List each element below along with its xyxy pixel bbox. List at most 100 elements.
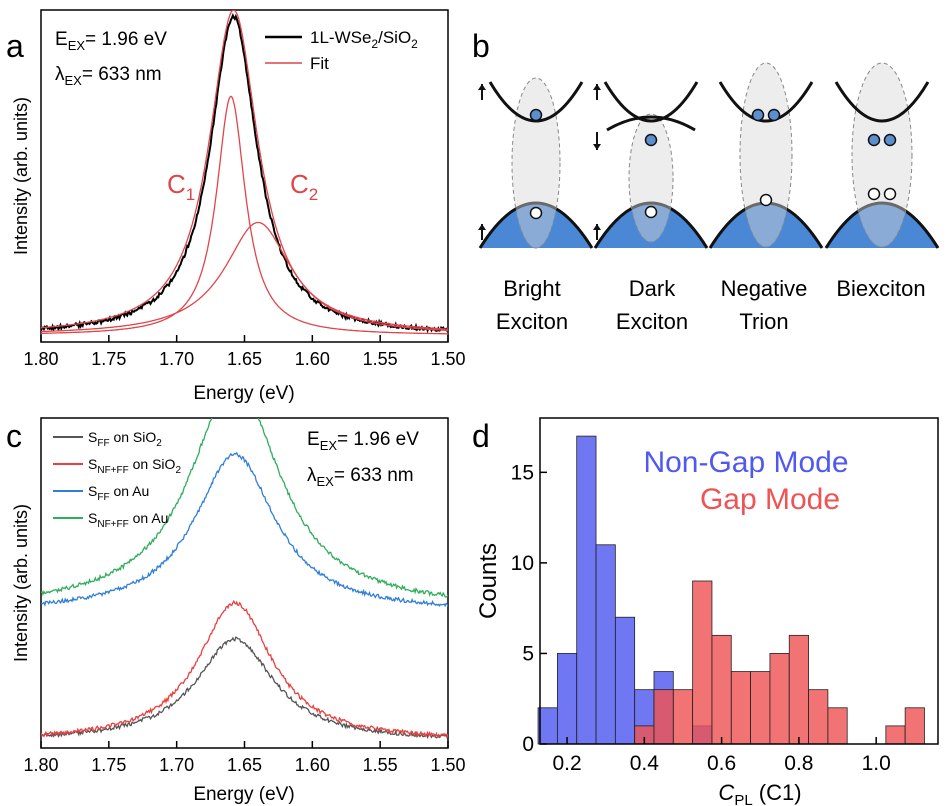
conduction-band: [603, 81, 699, 123]
valence-band-edge: [478, 201, 594, 249]
panel-label-a: a: [6, 28, 24, 64]
hole: [644, 205, 658, 219]
label-biexciton-line1: Biexciton: [836, 276, 925, 301]
label-bright-line1: Bright: [503, 276, 560, 301]
histogram-bar-gap: [672, 689, 694, 745]
electron: [867, 133, 881, 147]
label-trion-line1: Negative: [721, 276, 808, 301]
peak-label-c1: C1: [167, 169, 195, 204]
legend-non-gap-mode: Non-Gap Mode: [643, 446, 848, 479]
panel-a-legend: 1L-WSe2/SiO2 Fit: [265, 28, 418, 73]
legend-label: SFF on SiO2: [88, 429, 162, 449]
histogram-bar-gap: [730, 671, 751, 745]
electron: [883, 133, 897, 147]
x-tick-label: 1.60: [295, 755, 330, 775]
panel-b-schematic: [478, 62, 940, 249]
split-conduction-band: [606, 115, 696, 132]
histogram-bar-gap: [788, 634, 809, 745]
histogram-bar-gap: [827, 707, 848, 745]
legend-label: SNF+FF on SiO2: [88, 456, 181, 476]
series-line-1l-wse2-sio2: [41, 12, 448, 334]
panel-c-legend: SFF on SiO2 SNF+FF on SiO2 SFF on Au SNF+FF…: [53, 429, 181, 530]
histogram-bar-non-gap: [614, 616, 636, 745]
panel-d-ticks: 0.2 0.4 0.6 0.8 1.0 0 5 10 15: [511, 461, 891, 775]
spin-arrowhead: [478, 84, 486, 90]
spin-arrowhead: [593, 84, 601, 90]
panel-d-y-axis-label: Counts: [475, 543, 502, 619]
histogram-bar-non-gap: [556, 653, 578, 745]
hole: [883, 187, 897, 201]
panel-c-excitation-energy: EEX= 1.96 eV: [307, 429, 419, 453]
panel-a: 1.80 1.75 1.70 1.65 1.60 1.55 1.50 EEX= 1.96 e…: [11, 9, 466, 404]
x-tick-label: 1.65: [227, 755, 262, 775]
y-tick-label: 5: [522, 642, 534, 665]
legend-label: Fit: [310, 54, 329, 73]
spin-arrowhead: [478, 224, 486, 230]
histogram-bar-non-gap: [576, 435, 597, 745]
electron: [529, 108, 543, 122]
x-tick-label: 1.50: [430, 755, 465, 775]
series-line-trace-3: [41, 418, 448, 598]
conduction-band: [718, 81, 814, 123]
panel-d-plot-area: [537, 435, 925, 745]
histogram-bar-gap: [653, 689, 674, 745]
exciton-wavefunction: [851, 62, 913, 248]
panel-a-x-ticks: 1.80 1.75 1.70 1.65 1.60 1.55 1.50: [23, 335, 466, 369]
panel-d: 0.2 0.4 0.6 0.8 1.0 0 5 10 15 Non-Gap Mode Gap M…: [475, 417, 939, 806]
legend-label: SFF on Au: [88, 483, 149, 503]
panel-label-c: c: [6, 418, 22, 454]
panel-a-plot-area: [41, 10, 448, 335]
y-tick-label: 0: [522, 733, 534, 756]
panel-c: 1.80 1.75 1.70 1.65 1.60 1.55 1.50 SFF on SiO2…: [11, 417, 466, 805]
panel-label-b: b: [472, 28, 490, 64]
panel-d-x-axis-label: CPL (C1): [718, 780, 801, 806]
panel-a-y-axis-label: Intensity (arb. units): [11, 97, 31, 255]
x-tick-label: 0.2: [552, 752, 581, 775]
y-tick-label: 10: [511, 552, 534, 575]
x-tick-label: 0.4: [630, 752, 660, 775]
hole: [759, 193, 773, 207]
label-dark-line1: Dark: [629, 276, 676, 301]
panel-c-y-axis-label: Intensity (arb. units): [11, 504, 31, 662]
hole: [867, 187, 881, 201]
x-tick-label: 0.8: [784, 752, 813, 775]
label-trion-line2: Trion: [739, 309, 788, 334]
x-tick-label: 1.80: [23, 755, 58, 775]
panel-c-plot-area: [41, 418, 448, 740]
histogram-bar-gap: [885, 725, 906, 745]
panel-c-x-ticks: 1.80 1.75 1.70 1.65 1.60 1.55 1.50: [23, 741, 466, 775]
panel-a-excitation-wavelength: λEX= 633 nm: [55, 64, 162, 88]
x-tick-label: 1.70: [159, 349, 194, 369]
x-tick-label: 1.75: [91, 755, 126, 775]
panel-b-labels: Bright Exciton Dark Exciton Negative Tri…: [496, 276, 926, 334]
exciton-wavefunction: [628, 113, 674, 243]
panel-label-d: d: [472, 418, 490, 454]
series-line-c1: [41, 95, 448, 335]
spin-arrowhead: [593, 224, 601, 230]
legend-label: SNF+FF on Au: [88, 510, 168, 530]
histogram-bar-gap: [692, 580, 713, 745]
y-tick-label: 15: [511, 461, 534, 484]
x-tick-label: 1.75: [91, 349, 126, 369]
exciton-wavefunction: [739, 62, 793, 248]
x-tick-label: 1.70: [159, 755, 194, 775]
histogram-bar-gap: [904, 707, 925, 745]
panel-a-x-axis-label: Energy (eV): [193, 383, 294, 404]
histogram-bar-gap: [769, 653, 790, 745]
histogram-bar-gap: [711, 634, 732, 745]
panel-c-excitation-wavelength: λEX= 633 nm: [307, 465, 414, 489]
histogram-bar-gap: [750, 671, 771, 745]
exciton-wavefunction: [511, 77, 561, 249]
histogram-bar-non-gap: [595, 544, 616, 745]
series-line-fit: [41, 10, 448, 330]
x-tick-label: 1.80: [23, 349, 58, 369]
panel-a-excitation-energy: EEX= 1.96 eV: [55, 29, 167, 53]
electron: [751, 108, 765, 122]
x-tick-label: 0.6: [707, 752, 736, 775]
panel-d-frame: [539, 417, 939, 745]
legend-label: 1L-WSe2/SiO2: [310, 28, 418, 51]
peak-label-c2: C2: [290, 169, 318, 204]
x-tick-label: 1.0: [862, 752, 891, 775]
x-tick-label: 1.60: [295, 349, 330, 369]
